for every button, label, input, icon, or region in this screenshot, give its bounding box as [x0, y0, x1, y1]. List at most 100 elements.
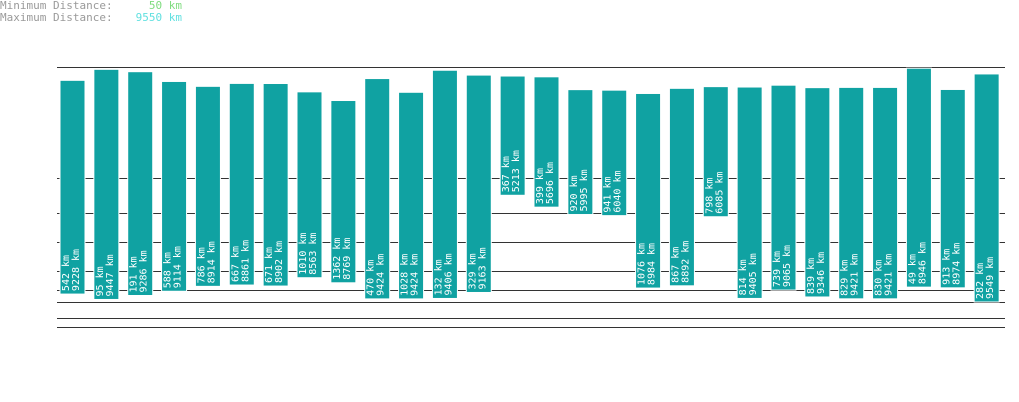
legend-max-label: Maximum Distance: [0, 11, 113, 24]
bar-rect-23 [804, 87, 831, 298]
bar-19: 867 km 8892 km [668, 87, 695, 287]
bar-max-label: 6040 km [613, 170, 624, 212]
bar-8: 1010 km 8563 km [296, 91, 323, 279]
bar-17: 941 km 6040 km [601, 89, 628, 217]
bar-rect-5 [194, 85, 221, 287]
bar-max-label: 9447 km [105, 254, 116, 296]
bar-rect-3 [127, 71, 154, 297]
bar-max-label: 9424 km [410, 254, 421, 296]
bar-rect-27 [939, 88, 966, 289]
bar-5: 786 km 8914 km [194, 85, 221, 287]
bar-min-label: 49 km [907, 254, 918, 284]
bar-20: 798 km 6085 km [702, 86, 729, 218]
bar-max-label: 8946 km [917, 242, 928, 284]
bar-min-label: 1076 km [637, 243, 648, 285]
bar-max-label: 8902 km [274, 241, 285, 283]
bar-7: 671 km 8902 km [262, 83, 289, 287]
bar-2: 95 km 9447 km [93, 68, 120, 300]
bar-max-label: 9065 km [782, 245, 793, 287]
bar-rect-12 [431, 69, 458, 299]
bar-min-label: 191 km [129, 256, 140, 292]
bar-rect-26 [905, 67, 932, 288]
bar-rect-20 [702, 86, 729, 218]
bar-16: 920 km 5995 km [567, 89, 594, 216]
bars-group: 542 km 9228 km 95 km 9447 km 191 km 9286 km 58… [59, 67, 1000, 303]
bar-12: 132 km 9406 km [431, 69, 458, 299]
bar-rect-15 [533, 76, 560, 208]
bar-rect-11 [398, 91, 425, 300]
bar-max-label: 8892 km [680, 241, 691, 283]
bar-min-label: 588 km [163, 252, 174, 288]
bar-11: 1028 km 9424 km [398, 91, 425, 300]
bar-min-label: 739 km [772, 251, 783, 287]
legend-min-label: Minimum Distance: [0, 0, 113, 12]
bar-max-label: 9405 km [748, 253, 759, 295]
bar-min-label: 399 km [535, 168, 546, 204]
bar-rect-24 [838, 86, 865, 300]
bar-max-label: 6085 km [714, 172, 725, 214]
bar-min-label: 132 km [433, 259, 444, 295]
bar-rect-25 [872, 86, 899, 300]
bar-min-label: 830 km [874, 260, 885, 296]
bar-min-label: 798 km [704, 178, 715, 214]
legend-max-row: Maximum Distance: 9550 km [0, 12, 182, 24]
bar-max-label: 8769 km [342, 238, 353, 280]
bar-rect-13 [465, 74, 492, 293]
bar-27: 913 km 8974 km [939, 88, 966, 289]
bar-min-label: 786 km [196, 247, 207, 283]
bar-min-label: 95 km [95, 266, 106, 296]
bar-min-label: 814 km [738, 259, 749, 295]
bar-min-label: 671 km [264, 247, 275, 283]
legend-max-value: 9550 km [135, 11, 182, 24]
bar-10: 470 km 9424 km [364, 78, 391, 300]
bar-21: 814 km 9405 km [736, 86, 763, 299]
bar-rect-16 [567, 89, 594, 216]
bar-22: 739 km 9065 km [770, 84, 797, 291]
bar-rect-14 [499, 75, 526, 196]
bar-min-label: 1010 km [298, 233, 309, 275]
bar-23: 839 km 9346 km [804, 87, 831, 298]
bar-rect-6 [228, 82, 255, 286]
bar-min-label: 542 km [61, 255, 72, 291]
bar-min-label: 367 km [501, 156, 512, 192]
bar-min-label: 867 km [670, 247, 681, 283]
bar-max-label: 9114 km [173, 246, 184, 288]
bar-3: 191 km 9286 km [127, 71, 154, 297]
bar-max-label: 9286 km [139, 250, 150, 292]
bar-min-label: 913 km [941, 249, 952, 285]
bar-max-label: 5213 km [511, 150, 522, 192]
bar-max-label: 9421 km [884, 254, 895, 296]
bar-max-label: 9228 km [71, 249, 82, 291]
bar-26: 49 km 8946 km [905, 67, 932, 288]
bar-rect-21 [736, 86, 763, 299]
bar-rect-9 [330, 100, 357, 284]
bar-25: 830 km 9421 km [872, 86, 899, 300]
bar-min-label: 1362 km [332, 238, 343, 280]
bar-max-label: 9421 km [850, 254, 861, 296]
bar-rect-28 [973, 73, 1000, 303]
bar-rect-1 [59, 79, 86, 295]
bar-min-label: 920 km [569, 175, 580, 211]
bar-9: 1362 km 8769 km [330, 100, 357, 284]
bar-4: 588 km 9114 km [161, 80, 188, 292]
bar-rect-19 [668, 87, 695, 287]
bar-rect-7 [262, 83, 289, 287]
bar-rect-2 [93, 68, 120, 300]
bar-rect-8 [296, 91, 323, 279]
bar-13: 329 km 9163 km [465, 74, 492, 293]
distance-legend: Minimum Distance: 50 km Maximum Distance… [0, 0, 182, 24]
bar-min-label: 839 km [806, 258, 817, 294]
bar-15: 399 km 5696 km [533, 76, 560, 208]
bar-14: 367 km 5213 km [499, 75, 526, 196]
bar-rect-4 [161, 80, 188, 292]
bar-rect-18 [635, 92, 662, 289]
bar-28: 282 km 9549 km [973, 73, 1000, 303]
bar-max-label: 8563 km [308, 233, 319, 275]
bar-rect-17 [601, 89, 628, 217]
bar-max-label: 5696 km [545, 162, 556, 204]
bar-min-label: 667 km [230, 246, 241, 282]
bar-max-label: 8974 km [951, 243, 962, 285]
bar-min-label: 829 km [840, 260, 851, 296]
bar-min-label: 941 km [603, 177, 614, 213]
bar-max-label: 9163 km [477, 247, 488, 289]
